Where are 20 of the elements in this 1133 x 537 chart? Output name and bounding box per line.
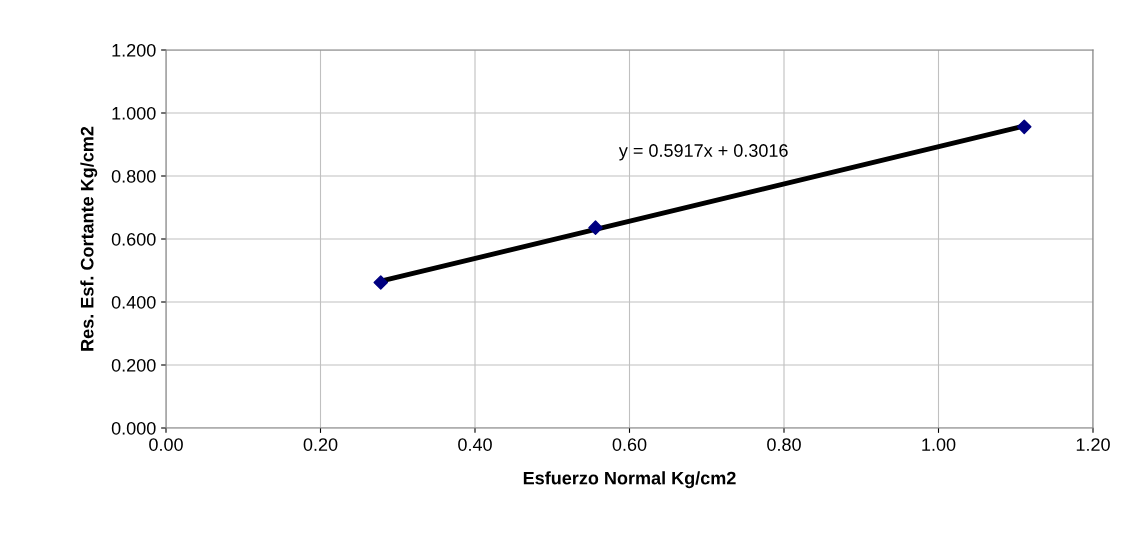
- y-tick-label: 1.200: [112, 43, 156, 57]
- point: [373, 275, 389, 290]
- x-tick-label: 0.40: [458, 438, 492, 451]
- x-tick-label: 0.60: [612, 438, 647, 451]
- y-tick-label: 0.200: [111, 358, 156, 372]
- x-tick-label: 1.00: [922, 438, 956, 451]
- x-tick-label: 0.80: [767, 438, 801, 451]
- point: [1016, 119, 1032, 135]
- y-axis-title: Res. Esf. Cortante Kg/cm2: [80, 126, 98, 351]
- point: [588, 220, 603, 235]
- annotation: y = 0.5917x + 0.3016: [618, 144, 788, 161]
- y-tick-label: 0.000: [111, 421, 156, 435]
- y-tick-label: 0.400: [111, 295, 156, 309]
- y-tick-label: 0.600: [111, 232, 156, 246]
- y-tick-label: 0.800: [111, 169, 156, 183]
- x-tick-label: 1.20: [1076, 438, 1110, 451]
- x-tick-label: 0.20: [303, 438, 338, 451]
- y-tick-label: 1.000: [112, 106, 156, 120]
- x-axis-title: Esfuerzo Normal Kg/cm2: [523, 471, 736, 489]
- x-tick-label: 0.00: [149, 438, 183, 451]
